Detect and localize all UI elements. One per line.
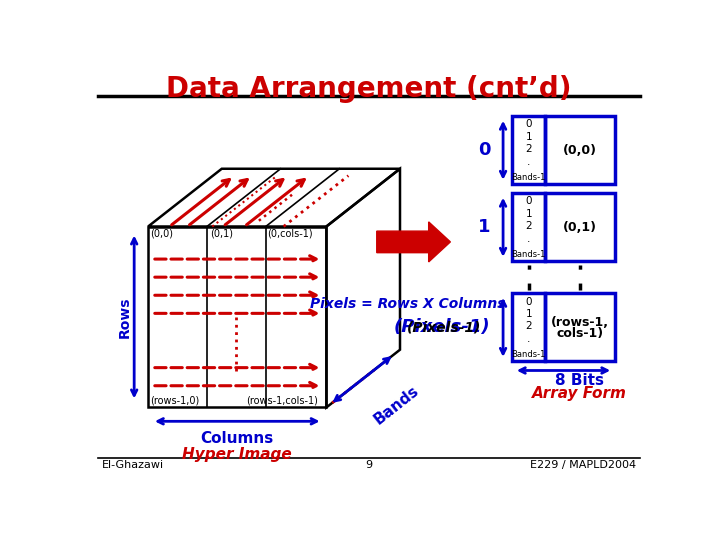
FancyArrow shape	[377, 222, 451, 262]
Text: Bands-1: Bands-1	[511, 350, 546, 359]
Text: Bands-1: Bands-1	[511, 250, 546, 259]
Text: (0,0): (0,0)	[563, 144, 597, 157]
Text: Bands: Bands	[372, 383, 422, 428]
Text: Hyper Image: Hyper Image	[182, 448, 292, 462]
Text: (Pixels-1): (Pixels-1)	[407, 320, 482, 334]
Text: Array Form: Array Form	[532, 386, 627, 401]
Text: Columns: Columns	[201, 430, 274, 445]
Text: Rows: Rows	[118, 296, 132, 338]
Text: E229 / MAPLD2004: E229 / MAPLD2004	[530, 460, 636, 470]
Text: cols-1): cols-1)	[557, 327, 603, 340]
Text: (0,1): (0,1)	[210, 228, 233, 238]
Text: (0,0): (0,0)	[150, 228, 174, 238]
Text: 0: 0	[478, 141, 490, 159]
Text: El-Ghazawi: El-Ghazawi	[102, 460, 163, 470]
Text: Data Arrangement (cnt’d): Data Arrangement (cnt’d)	[166, 75, 572, 103]
Text: (Pixels-1): (Pixels-1)	[394, 319, 490, 336]
Text: 0
1
2
.: 0 1 2 .	[526, 119, 532, 167]
Text: 1: 1	[478, 218, 490, 237]
Text: (rows-1,: (rows-1,	[551, 316, 609, 329]
Text: Bands-1: Bands-1	[511, 173, 546, 182]
Text: Pixels = Rows X Columns: Pixels = Rows X Columns	[310, 296, 505, 310]
Text: 8 Bits: 8 Bits	[555, 373, 604, 388]
Text: (rows-1,cols-1): (rows-1,cols-1)	[246, 396, 318, 406]
Text: (0,cols-1): (0,cols-1)	[268, 228, 313, 238]
Text: 0
1
2
.: 0 1 2 .	[526, 296, 532, 344]
Text: (rows-1,0): (rows-1,0)	[150, 396, 199, 406]
Text: 0
1
2
.: 0 1 2 .	[526, 197, 532, 244]
Text: 9: 9	[366, 460, 372, 470]
Text: (0,1): (0,1)	[563, 221, 597, 234]
